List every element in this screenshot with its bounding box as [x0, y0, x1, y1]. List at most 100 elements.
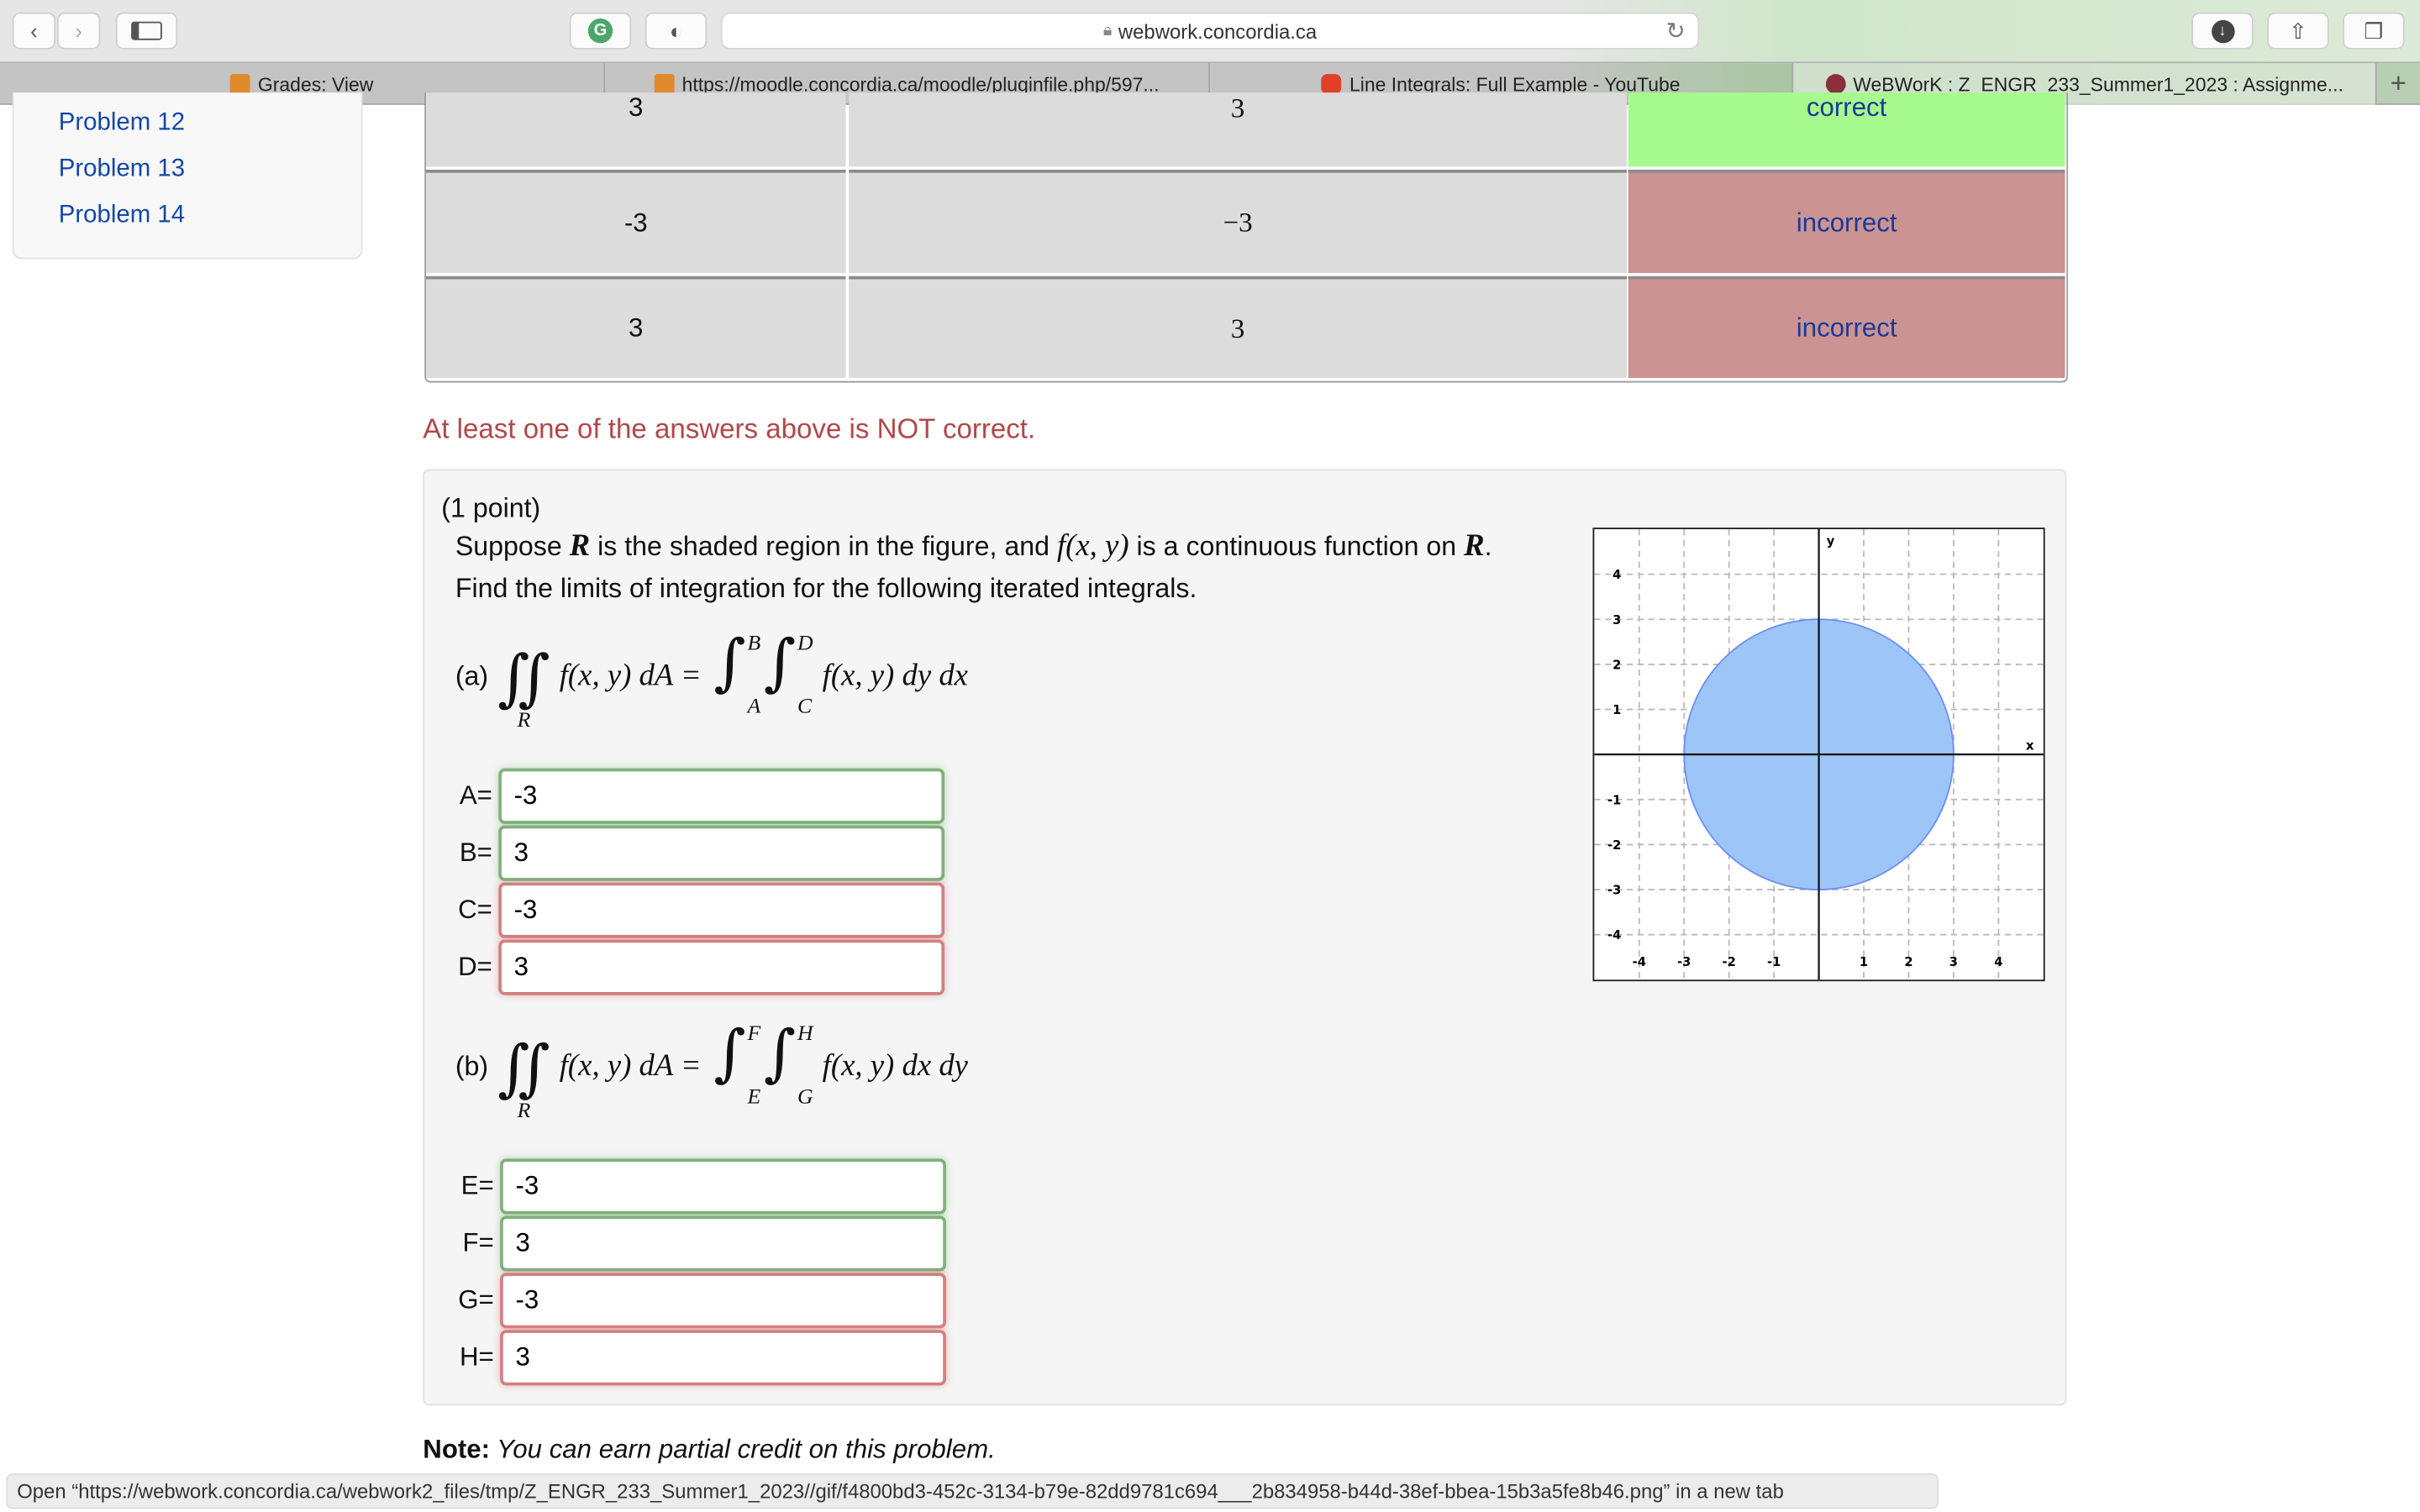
partial-credit-note: Note: You can earn partial credit on thi…	[423, 1435, 996, 1466]
x-tick-label: 4	[1994, 955, 2002, 969]
y-tick-label: -4	[1607, 928, 1621, 942]
x-tick-label: -4	[1633, 955, 1646, 969]
tabs-icon: ❐	[2364, 18, 2384, 43]
y-tick-label: 1	[1612, 703, 1621, 717]
share-icon: ⇧	[2289, 18, 2307, 43]
problem-points: (1 point)	[441, 491, 541, 523]
lower-limit: A	[747, 696, 761, 719]
integral-icon: ∫	[713, 627, 746, 700]
y-tick-label: -1	[1607, 793, 1621, 807]
rhs: f(x, y) dx dy	[822, 1048, 969, 1083]
answer-input-f[interactable]	[500, 1215, 946, 1272]
grammarly-button[interactable]: G	[569, 12, 632, 50]
answer-input-e[interactable]	[500, 1158, 946, 1215]
y-tick-label: 2	[1612, 658, 1621, 672]
x-axis-label: x	[2026, 739, 2034, 753]
tab-label: Line Integrals: Full Example - YouTube	[1349, 73, 1681, 95]
formula-a: (a) ∬ R f(x, y) dA = ∫ B A ∫ D C f(x,	[455, 606, 977, 745]
downloads-button[interactable]: ↓	[2191, 12, 2254, 50]
tab-grades[interactable]: Grades: View	[0, 63, 605, 105]
answer-input-h[interactable]	[500, 1330, 946, 1386]
tab-moodle-pdf[interactable]: https://moodle.concordia.ca/moodle/plugi…	[605, 63, 1210, 105]
tab-bar: Grades: View https://moodle.concordia.ca…	[0, 61, 2420, 105]
concordia-icon	[1825, 74, 1846, 95]
lhs: f(x, y) dA =	[559, 1048, 702, 1083]
tab-label: WeBWorK : Z_ENGR_233_Summer1_2023 : Assi…	[1853, 73, 2344, 95]
preview-cell: −3	[849, 170, 1627, 274]
double-integral: ∬ R	[497, 1010, 550, 1122]
lhs: f(x, y) dA =	[559, 658, 702, 692]
rhs: f(x, y) dy dx	[822, 658, 969, 692]
region-figure[interactable]: -4 -3 -2 -1 1 2 3 4 4 3 2 1 -1 -2 -3 -4 x y	[1592, 528, 2045, 982]
forward-button[interactable]: ›	[56, 12, 101, 50]
text: is a continuous function on	[1128, 530, 1465, 562]
new-tab-button[interactable]: +	[2390, 67, 2407, 99]
sidebar-item-problem-12[interactable]: Problem 12	[58, 109, 186, 136]
note-text: You can earn partial credit on this prob…	[490, 1435, 996, 1465]
integral-icon: ∫	[763, 627, 797, 700]
upper-limit: B	[747, 633, 761, 656]
double-integral-icon: ∬	[497, 1032, 550, 1105]
sidebar-item-problem-14[interactable]: Problem 14	[58, 202, 186, 228]
browser-toolbar: ‹ › G ◐ 🔒︎ webwork.concordia.ca ↻ ↓ ⇧ ❐	[0, 0, 2420, 62]
incorrect-warning: At least one of the answers above is NOT…	[423, 413, 1036, 444]
url-text: webwork.concordia.ca	[1118, 18, 1318, 43]
reload-icon[interactable]: ↻	[1665, 18, 1686, 45]
upper-limit: D	[797, 633, 813, 656]
answer-label-d: D=	[458, 952, 492, 982]
tab-webwork[interactable]: WeBWorK : Z_ENGR_233_Summer1_2023 : Assi…	[1793, 63, 2377, 105]
y-tick-label: 3	[1612, 613, 1621, 627]
y-tick-label: -2	[1607, 838, 1621, 853]
chevron-right-icon: ›	[75, 18, 82, 44]
answer-input-b[interactable]	[498, 825, 945, 881]
outer-limits: B A	[747, 633, 760, 719]
answer-label-a: A=	[459, 780, 492, 811]
entered-cell: 3	[425, 276, 846, 378]
tabs-overview-button[interactable]: ❐	[2343, 12, 2405, 50]
share-button[interactable]: ⇧	[2267, 12, 2329, 50]
sidebar-icon	[131, 21, 162, 40]
math-f: f(x, y)	[1056, 528, 1129, 564]
double-integral-icon: ∬	[497, 642, 550, 714]
tab-youtube[interactable]: Line Integrals: Full Example - YouTube	[1210, 63, 1794, 105]
outer-limits: F E	[747, 1023, 760, 1110]
answer-label-g: G=	[458, 1284, 494, 1315]
answer-input-c[interactable]	[498, 882, 945, 938]
result-cell-incorrect: incorrect	[1628, 170, 2065, 274]
lower-limit: C	[797, 696, 813, 719]
math-r: R	[569, 528, 591, 564]
tab-label: https://moodle.concordia.ca/moodle/plugi…	[681, 73, 1160, 95]
chevron-left-icon: ‹	[30, 18, 38, 44]
note-label: Note:	[423, 1435, 491, 1465]
x-tick-label: -1	[1767, 955, 1781, 969]
back-button[interactable]: ‹	[12, 12, 56, 50]
x-tick-label: -3	[1677, 955, 1691, 969]
privacy-button[interactable]: ◐	[644, 12, 708, 50]
status-bar: Open “https://webwork.concordia.ca/webwo…	[6, 1473, 1939, 1509]
lock-icon: 🔒︎	[1102, 20, 1113, 39]
upper-limit: F	[747, 1022, 761, 1047]
y-axis-label: y	[1827, 534, 1835, 549]
region-label: R	[517, 708, 531, 732]
inner-integral: ∫ D C	[764, 633, 813, 719]
y-tick-label: 4	[1612, 568, 1621, 582]
x-tick-label: 3	[1949, 955, 1958, 969]
sidebar-toggle-button[interactable]	[115, 12, 178, 50]
entered-cell: -3	[425, 170, 846, 274]
sidebar-item-problem-13[interactable]: Problem 13	[58, 155, 186, 182]
answer-label-b: B=	[459, 837, 492, 868]
integral-icon: ∫	[763, 1018, 797, 1089]
download-icon: ↓	[2211, 18, 2234, 43]
answer-input-a[interactable]	[498, 768, 945, 824]
math-r: R	[1464, 528, 1485, 564]
text: Suppose	[455, 530, 570, 562]
results-table: 3 3 correct -3 −3 incorrect 3 3 incorrec…	[424, 92, 2069, 383]
x-tick-label: 1	[1860, 955, 1868, 969]
answer-input-g[interactable]	[500, 1273, 946, 1329]
outer-integral: ∫ B A	[713, 633, 760, 719]
region-label: R	[517, 1099, 531, 1123]
answer-input-d[interactable]	[498, 939, 945, 995]
address-bar[interactable]: 🔒︎ webwork.concordia.ca ↻	[720, 12, 1700, 50]
upper-limit: H	[797, 1022, 813, 1047]
answer-label-c: C=	[458, 895, 492, 925]
